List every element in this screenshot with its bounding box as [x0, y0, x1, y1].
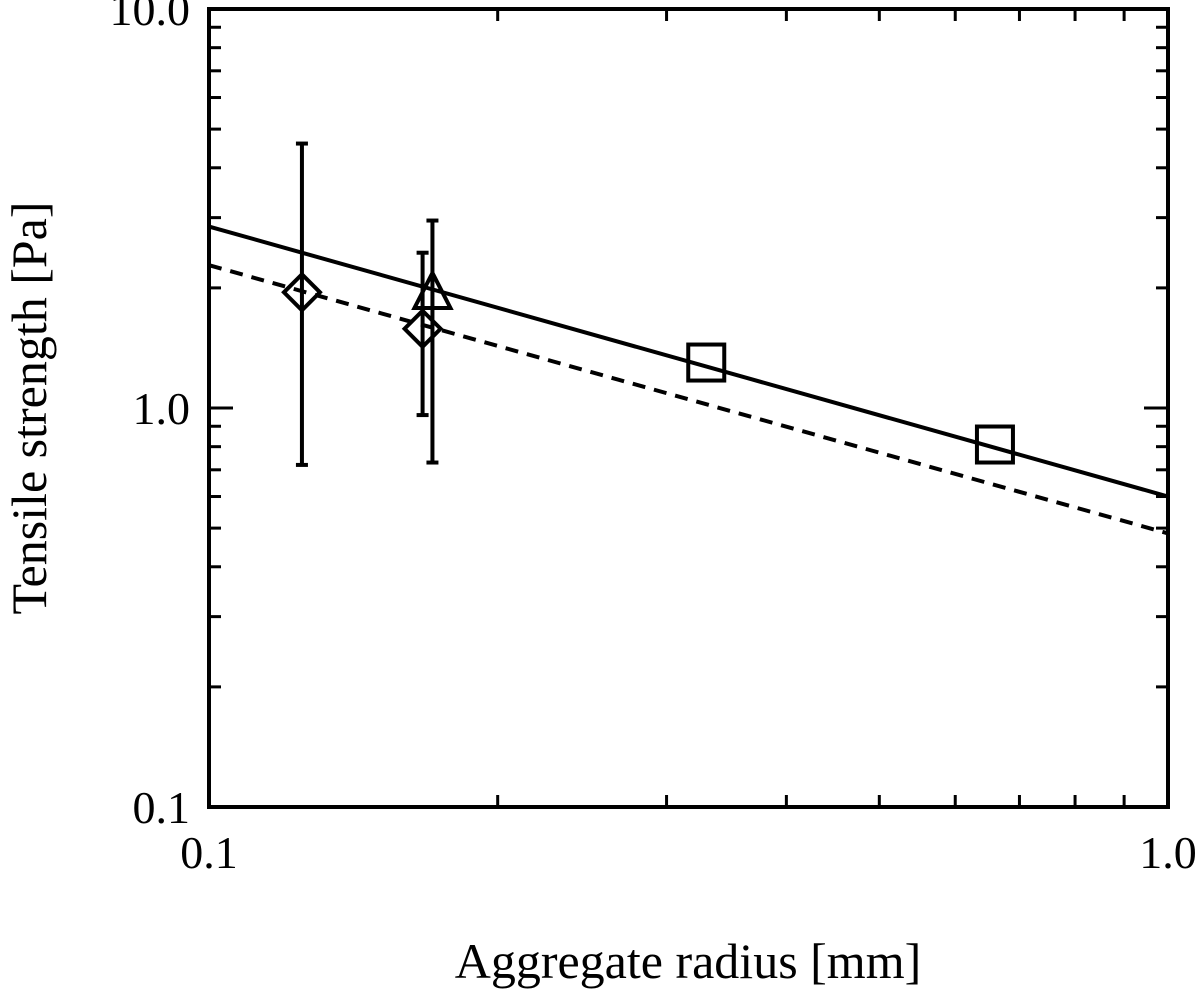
data-markers: [281, 141, 1015, 467]
y-tick-label: 10.0: [110, 0, 191, 35]
square-marker: [974, 424, 1015, 465]
y-tick-label: 0.1: [133, 782, 191, 833]
y-axis-title: Tensile strength [Pa]: [1, 201, 57, 614]
axis-ticks: [207, 7, 1170, 809]
diamond-marker: [281, 271, 323, 314]
x-tick-label: 1.0: [1139, 827, 1197, 878]
x-tick-label: 0.1: [180, 827, 238, 878]
fit-line-dashed: [208, 263, 1169, 536]
triangle-marker: [411, 268, 454, 310]
x-axis-title: Aggregate radius [mm]: [455, 933, 922, 989]
y-tick-label: 1.0: [133, 383, 191, 434]
tick-labels: 0.1 1.0 0.1 1.0 10.0: [110, 0, 1197, 878]
plot-frame: [207, 7, 1170, 809]
square-marker: [686, 342, 727, 383]
diamond-marker: [401, 307, 444, 350]
